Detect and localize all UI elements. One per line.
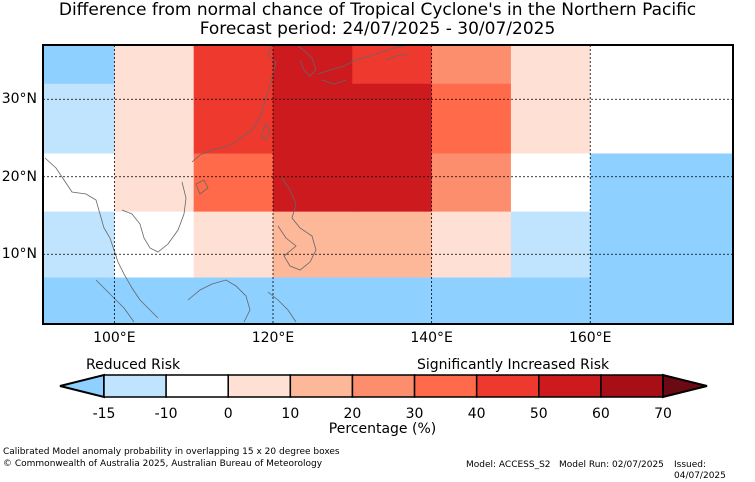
colorbar-segment (289, 374, 354, 398)
colorbar-xlabel: Percentage (%) (328, 421, 437, 437)
grid-cell (273, 211, 353, 278)
coastline (44, 45, 409, 323)
coastline-indochina (44, 157, 187, 319)
grid-cell (43, 45, 115, 85)
colorbar-tick-label: 30 (405, 406, 424, 422)
grid-cell (193, 153, 274, 213)
colorbar-tick-label: 60 (591, 406, 610, 422)
grid-cell (43, 153, 115, 213)
footer-copyright: © Commonwealth of Australia 2025, Austra… (3, 459, 323, 469)
grid-cell (114, 211, 195, 278)
grid-cell (114, 45, 195, 213)
grid-cell (431, 211, 512, 278)
grid-cell (352, 83, 433, 213)
colorbar-under-arrow (59, 373, 105, 399)
footer-model: Model: ACCESS_S2 (466, 460, 551, 470)
grid-cell (431, 83, 512, 154)
colorbar-segment (103, 374, 167, 398)
grid-cell (352, 211, 433, 278)
colorbar-segment (165, 374, 229, 398)
grid-cell (193, 211, 274, 278)
grid-cell (590, 45, 734, 154)
colorbar-over-arrow (662, 373, 708, 399)
colorbar-segment (351, 374, 416, 398)
coastline-sumatra (95, 279, 135, 323)
grid-cell (352, 45, 433, 85)
grid-cell (43, 83, 115, 154)
lat-tick-label: 20°N (1, 168, 37, 185)
colorbar-tick-label: -10 (154, 406, 178, 422)
grid-cell (431, 277, 512, 325)
grid-cell (43, 211, 115, 278)
grid-cell (510, 153, 591, 213)
lat-tick-label: 30°N (1, 91, 37, 108)
footer-note: Calibrated Model anomaly probability in … (3, 447, 340, 457)
coastline-china (191, 45, 277, 163)
colorbar-segment (475, 374, 540, 398)
grid-cell (431, 45, 512, 85)
coastline-korea (297, 45, 317, 77)
map-frame (42, 44, 734, 325)
lat-tick-label: 10°N (1, 246, 37, 263)
anomaly-grid (43, 45, 734, 325)
lon-tick-label: 100°E (93, 330, 136, 346)
lon-tick-label: 140°E (410, 330, 453, 346)
grid-cell (43, 277, 115, 325)
coastline-borneo (187, 279, 251, 323)
colorbar-tick-label: -15 (92, 406, 116, 422)
colorbar-segment (227, 374, 292, 398)
grid-cell (510, 277, 591, 325)
lon-tick-label: 160°E (568, 330, 612, 346)
grid-cell (114, 277, 195, 325)
colorbar-tick-label: 70 (654, 406, 672, 422)
map-title-line1: Difference from normal chance of Tropica… (58, 0, 697, 20)
lon-tick-label: 120°E (251, 330, 295, 346)
map-figure (42, 44, 734, 399)
colorbar-segment (600, 374, 664, 398)
coastline-taiwan (261, 123, 271, 141)
footer-issued: Issued: 04/07/2025 (674, 460, 726, 481)
reduced-risk-label: Reduced Risk (86, 357, 181, 373)
grid-cell (431, 153, 512, 213)
grid-cell (510, 211, 591, 278)
coastline-japan (317, 45, 409, 85)
grid-cell (273, 277, 353, 325)
grid-cell (193, 277, 274, 325)
graticule (43, 45, 733, 324)
coastline-sulawesi (267, 291, 297, 323)
grid-cell (193, 45, 274, 154)
grid-cell (510, 45, 591, 154)
colorbar-tick-label: 20 (343, 406, 362, 422)
coastline-philippines (277, 177, 317, 271)
colorbar-segment (538, 374, 602, 398)
colorbar-tick-label: 50 (529, 406, 548, 422)
map-title-line2: Forecast period: 24/07/2025 - 30/07/2025 (199, 19, 556, 39)
grid-cell (590, 153, 734, 325)
coastline-hainan (195, 179, 209, 195)
colorbar-tick-label: 40 (467, 406, 486, 422)
colorbar-tick-label: 0 (223, 406, 233, 422)
colorbar-segment (413, 374, 478, 398)
footer-model-run: Model Run: 02/07/2025 (559, 460, 664, 470)
increased-risk-label: Significantly Increased Risk (417, 357, 610, 373)
grid-cell (273, 45, 353, 213)
colorbar-tick-label: 10 (281, 406, 300, 422)
colorbar (59, 373, 708, 399)
grid-cell (352, 277, 433, 325)
